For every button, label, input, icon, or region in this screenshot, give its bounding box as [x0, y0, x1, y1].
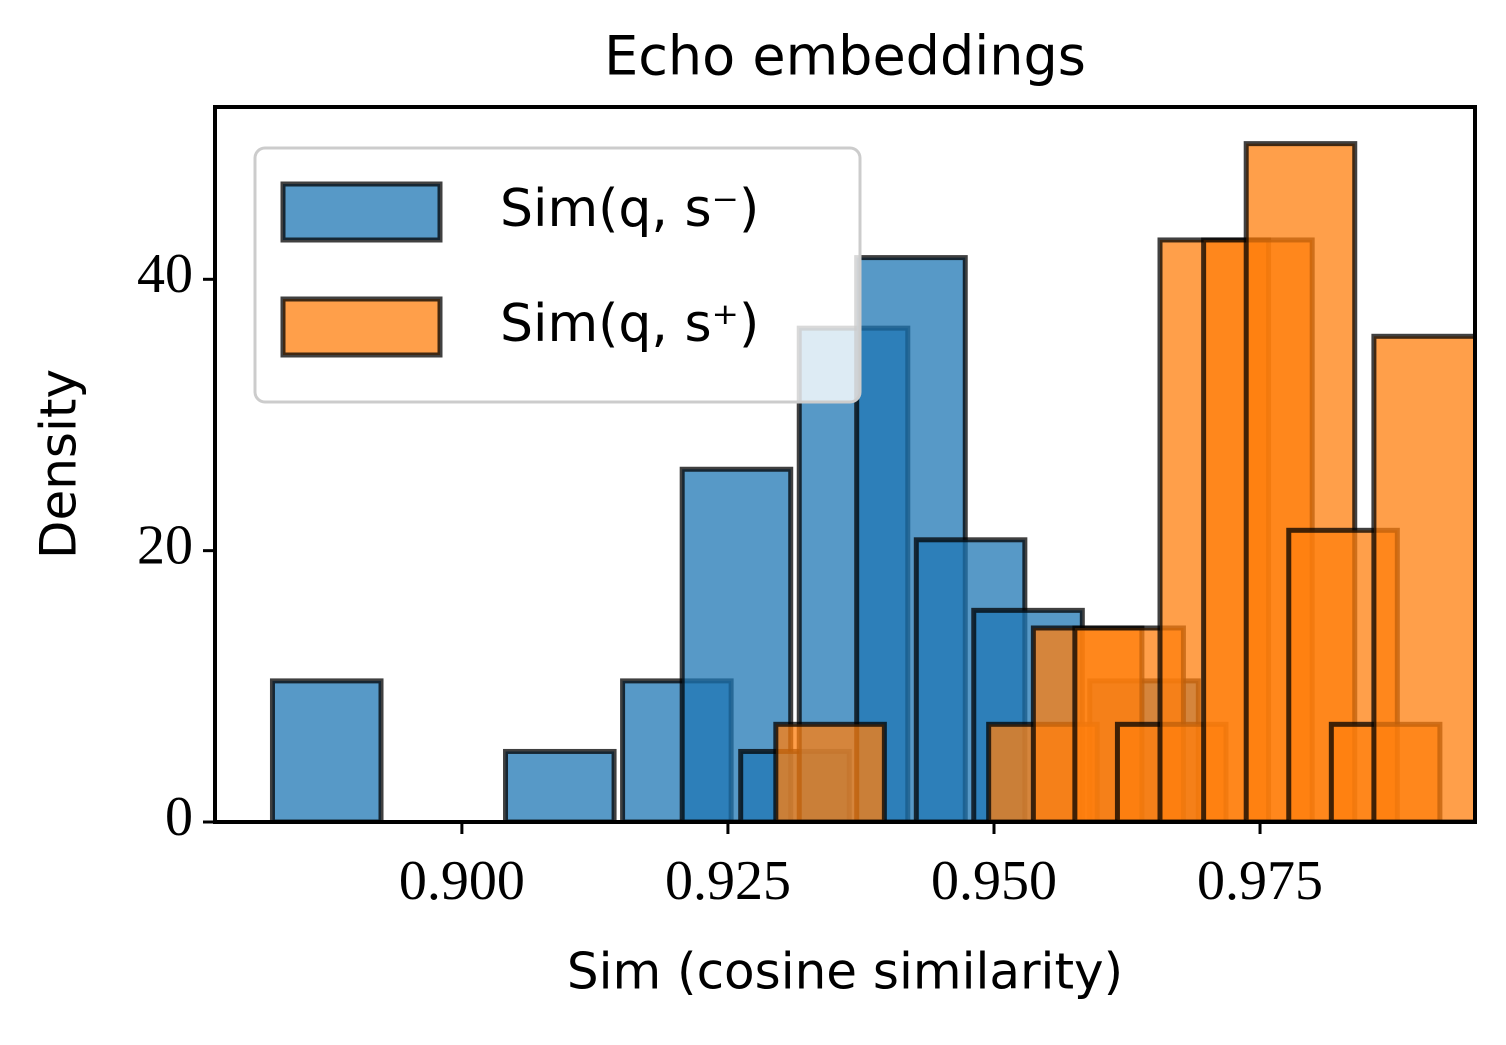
legend-swatch [280, 296, 443, 358]
x-tick-label: 0.900 [399, 850, 525, 912]
plot-area [269, 141, 1475, 822]
x-tick-label: 0.975 [1197, 850, 1323, 912]
x-tick-label: 0.925 [665, 850, 791, 912]
y-tick-label: 0 [165, 786, 193, 848]
y-tick-label: 40 [137, 243, 193, 305]
x-tick-label: 0.950 [931, 850, 1057, 912]
chart-title: Echo embeddings [604, 25, 1086, 88]
bar [1371, 333, 1475, 822]
legend: Sim(q, s⁻) Sim(q, s⁺) [253, 146, 862, 404]
y-tick-label: 20 [137, 514, 193, 576]
axes-frame [213, 105, 1477, 824]
bar [773, 721, 887, 822]
legend-label: Sim(q, s⁻) [500, 179, 759, 239]
legend-label: Sim(q, s⁺) [500, 294, 759, 354]
y-axis-label: Density [30, 369, 88, 559]
bar [503, 748, 617, 822]
bar [269, 678, 384, 822]
x-axis-label: Sim (cosine similarity) [567, 943, 1123, 1001]
legend-swatch [280, 181, 443, 243]
